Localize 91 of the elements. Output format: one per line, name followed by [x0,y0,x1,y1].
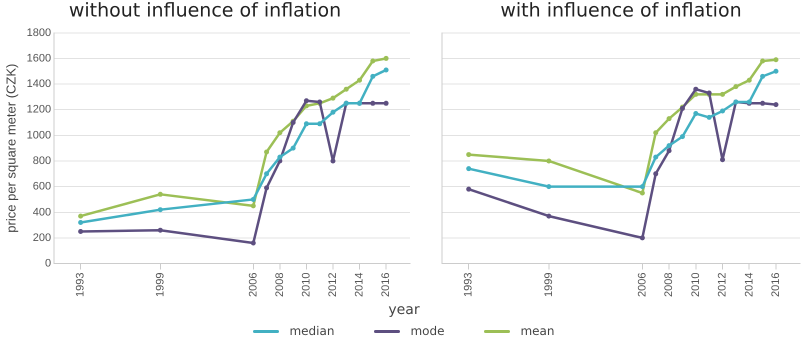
point [760,58,766,64]
x-axis-title: year [387,302,421,320]
x-tick-label: 2012 [327,272,339,298]
chart-title: with influence of inflation [500,0,742,22]
point [653,171,658,176]
x-tick-label: 2006 [636,272,648,298]
point [640,190,645,196]
point [317,121,322,126]
point [370,100,376,106]
point [466,166,472,172]
point [158,207,163,212]
y-axis-title: price per square meter (CZK) [3,64,18,233]
y-tick-label: 1400 [26,78,52,90]
point [706,114,712,120]
y-tick-label: 200 [32,232,52,244]
point [384,100,389,106]
point [466,152,472,158]
x-tick-label: 2012 [716,272,729,298]
point [720,157,726,162]
point [760,100,766,106]
point [264,171,270,176]
point [277,130,282,136]
y-tick-label: 400 [32,206,52,218]
point [666,143,672,148]
point [78,228,84,234]
point [304,121,309,126]
point [773,57,778,62]
point [653,130,658,136]
x-tick-label: 2014 [354,272,366,298]
x-tick-label: 2016 [380,272,392,298]
x-tick-label: 2016 [770,272,782,298]
point [158,192,163,197]
y-tick-label: 0 [44,258,52,270]
point [304,98,309,104]
legend-label: mode [410,324,444,338]
x-tick-label: 2010 [690,272,702,298]
y-tick-label: 1200 [26,104,52,116]
chart-title: without influence of inflation [68,0,342,22]
point [760,74,766,79]
point [290,146,296,151]
point [680,134,685,140]
point [250,240,256,246]
point [264,150,270,155]
point [693,86,698,92]
legend-label: mean [520,324,555,338]
x-tick-label: 1993 [462,272,475,298]
point [720,92,726,97]
point [693,111,698,116]
point [466,186,472,192]
point [546,184,552,190]
point [720,108,726,114]
point [344,86,349,92]
point [640,235,645,240]
point [666,116,672,122]
point [666,148,672,154]
y-tick-label: 800 [32,155,52,168]
point [546,158,552,164]
point [640,184,645,190]
point [78,214,84,219]
point [546,214,552,219]
x-tick-label: 2010 [300,272,312,298]
point [733,84,738,90]
point [370,58,376,64]
x-tick-label: 2008 [663,272,676,298]
point [330,96,336,101]
y-tick-label: 1800 [26,26,52,39]
point [277,154,282,160]
x-tick-label: 1999 [154,272,166,298]
y-tick-label: 1600 [26,52,52,64]
x-tick-label: 2008 [274,272,286,298]
x-tick-label: 1993 [74,272,87,298]
point [158,228,163,233]
point [773,68,778,74]
point [384,67,389,72]
legend-label: median [289,324,334,338]
y-tick-label: 600 [32,180,52,193]
point [250,196,256,202]
x-tick-label: 2014 [743,272,756,298]
point [653,154,658,160]
y-tick-label: 1000 [26,129,52,142]
point [330,110,336,115]
point [250,203,256,208]
point [370,74,376,79]
x-tick-label: 2006 [247,272,260,298]
point [384,56,389,61]
point [357,78,362,83]
point [746,78,752,83]
point [264,185,270,190]
point [773,102,778,108]
x-tick-label: 1999 [542,272,555,298]
point [78,220,84,226]
